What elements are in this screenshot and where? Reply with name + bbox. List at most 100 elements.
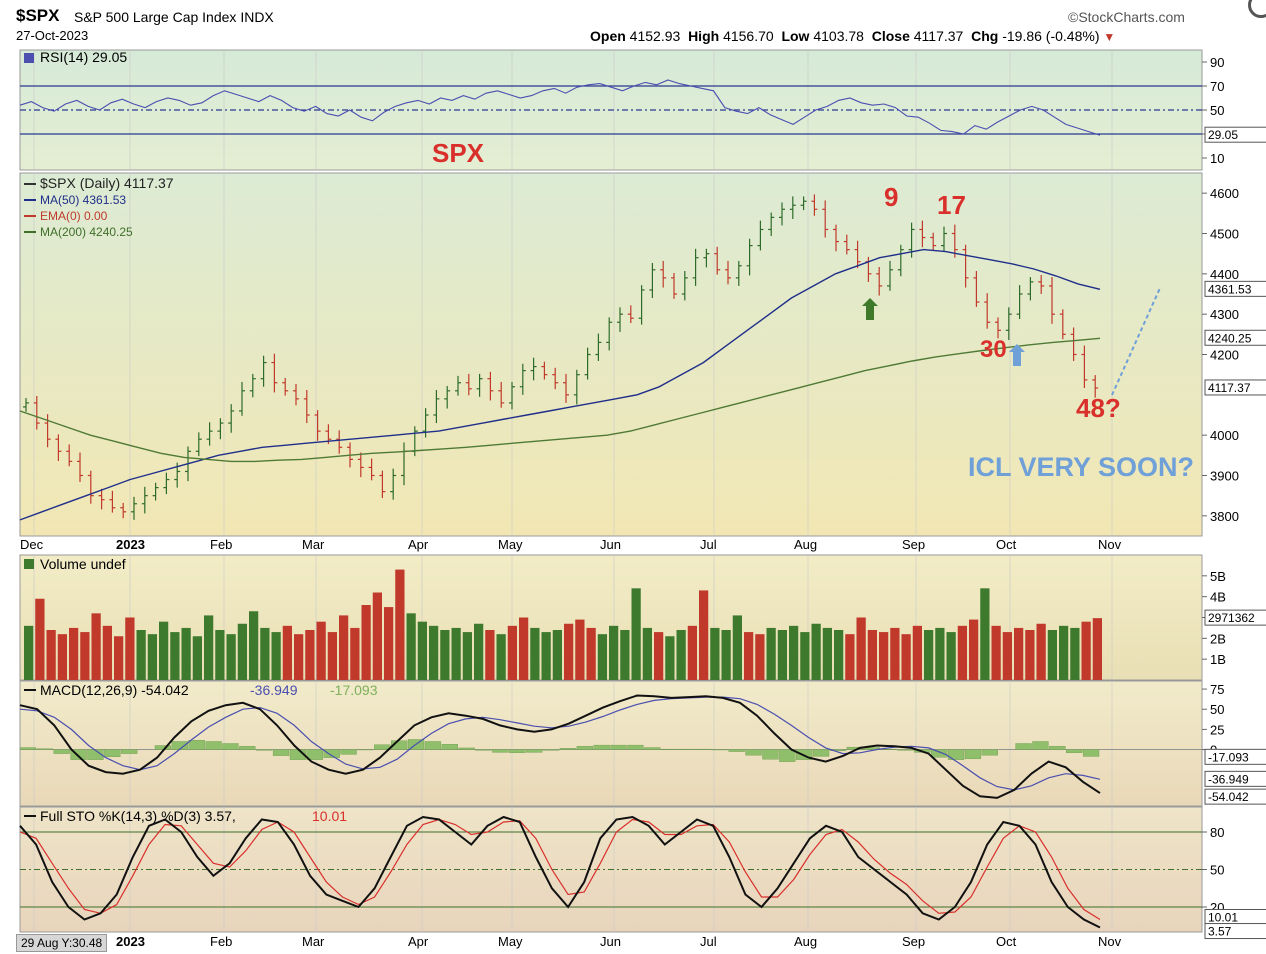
axis-tick-label-price: 4200 <box>1210 348 1239 363</box>
volume-bar <box>654 632 664 680</box>
volume-bar <box>1047 630 1057 680</box>
bottom-x-label: Apr <box>408 934 429 949</box>
macd-histogram-bar <box>492 749 509 753</box>
window-control-icon[interactable] <box>1248 0 1266 18</box>
volume-bar <box>687 625 697 680</box>
volume-bar <box>125 617 135 680</box>
sto-k-last-value: 3.57 <box>1208 925 1232 939</box>
volume-bar <box>867 630 877 680</box>
axis-tick-label-macd: 25 <box>1210 722 1224 737</box>
volume-bar <box>980 588 990 680</box>
volume-bar <box>834 630 844 680</box>
sto-legend-signal: 10.01 <box>312 808 347 824</box>
rsi-legend-swatch <box>24 53 34 63</box>
volume-bar <box>226 634 236 680</box>
macd-histogram-bar <box>1032 741 1049 750</box>
macd-histogram-bar <box>728 749 745 752</box>
macd-histogram-bar <box>239 746 256 750</box>
open-label: Open <box>590 28 626 44</box>
volume-bar <box>361 605 371 680</box>
volume-bar <box>1014 627 1024 680</box>
macd-histogram-bar <box>897 749 914 751</box>
axis-tick-label-rsi: 90 <box>1210 55 1224 70</box>
volume-bar <box>102 625 112 680</box>
macd-histogram-bar <box>475 749 492 751</box>
volume-bar <box>496 634 506 680</box>
volume-bar <box>372 592 382 680</box>
price-legend-entry: MA(50) 4361.53 <box>40 193 126 207</box>
sto-legend-main: Full STO %K(14,3) %D(3) 3.57, <box>40 808 236 824</box>
chart-date: 27-Oct-2023 <box>16 28 89 43</box>
volume-bar <box>215 630 225 680</box>
volume-bar <box>417 621 427 680</box>
volume-bar <box>507 625 517 680</box>
price-x-label: Jul <box>700 537 717 552</box>
volume-bar <box>282 625 292 680</box>
axis-tick-label-price: 3900 <box>1210 469 1239 484</box>
macd-histogram-bar <box>70 749 87 760</box>
price-x-label: Dec <box>20 537 44 552</box>
close-last-value: 4117.37 <box>1208 381 1251 395</box>
macd-histogram-bar <box>964 749 982 760</box>
macd-histogram-bar <box>154 745 172 750</box>
volume-last-value: 2971362 <box>1208 611 1255 625</box>
volume-bar <box>159 621 169 680</box>
macd-histogram-bar <box>104 749 121 758</box>
volume-bar <box>35 598 45 680</box>
volume-bar <box>575 619 585 680</box>
volume-bar <box>710 627 720 680</box>
macd-signal-last-value: -36.949 <box>1208 772 1249 786</box>
sto-k-last-value-box <box>1204 923 1266 940</box>
volume-bar <box>69 627 79 680</box>
macd-histogram-bar <box>576 746 593 750</box>
volume-bar <box>316 621 326 680</box>
volume-bar <box>777 630 787 680</box>
volume-bar <box>91 613 101 680</box>
macd-histogram-bar <box>340 749 357 755</box>
ma200-line <box>19 337 1101 463</box>
volume-bar <box>350 627 360 680</box>
macd-histogram-bar <box>627 744 644 750</box>
volume-bar <box>192 636 202 680</box>
close-label: Close <box>871 28 910 44</box>
macd-hist-last-value-box <box>1204 748 1266 765</box>
volume-bar <box>57 634 67 680</box>
macd-histogram-bar <box>458 747 475 750</box>
volume-bar <box>586 627 596 680</box>
price-x-label: Feb <box>210 537 232 552</box>
macd-histogram-bar <box>762 749 779 760</box>
volume-bar <box>822 627 832 680</box>
volume-bar <box>957 625 967 680</box>
volume-bar <box>924 630 934 680</box>
macd-histogram-bar <box>509 749 526 753</box>
axis-tick-label-sto: 80 <box>1210 825 1224 840</box>
spx-annotation: SPX <box>432 138 485 168</box>
volume-bar <box>631 588 641 680</box>
macd-histogram-bar <box>559 748 577 750</box>
bottom-x-label: Nov <box>1098 934 1122 949</box>
volume-bar <box>395 569 405 680</box>
macd-histogram-bar <box>205 741 222 750</box>
volume-bar <box>541 632 551 680</box>
macd-histogram-bar <box>171 741 188 750</box>
volume-legend: Volume undef <box>40 556 126 572</box>
bottom-x-label: Sep <box>902 934 925 949</box>
chg-label: Chg <box>971 28 999 44</box>
macd-histogram-bar <box>188 740 205 750</box>
macd-histogram-bar <box>610 744 627 750</box>
close-value: 4117.37 <box>913 28 964 44</box>
volume-bar <box>271 632 281 680</box>
projection-dashed-line <box>1111 287 1161 396</box>
annotation-9: 9 <box>884 182 898 212</box>
ohlc-readout: Open 4152.93 High 4156.70 Low 4103.78 Cl… <box>590 28 1115 44</box>
axis-tick-label-vol: 2B <box>1210 631 1226 646</box>
axis-tick-label-macd: 75 <box>1210 682 1224 697</box>
ma200-last-value-box <box>1204 329 1266 346</box>
volume-bar <box>80 632 90 680</box>
ma50-last-value-box <box>1204 280 1266 297</box>
macd-histogram-bar <box>947 749 965 760</box>
brand-watermark: ©StockCharts.com <box>1068 9 1185 25</box>
volume-bar <box>946 632 956 680</box>
volume-bar <box>429 625 439 680</box>
